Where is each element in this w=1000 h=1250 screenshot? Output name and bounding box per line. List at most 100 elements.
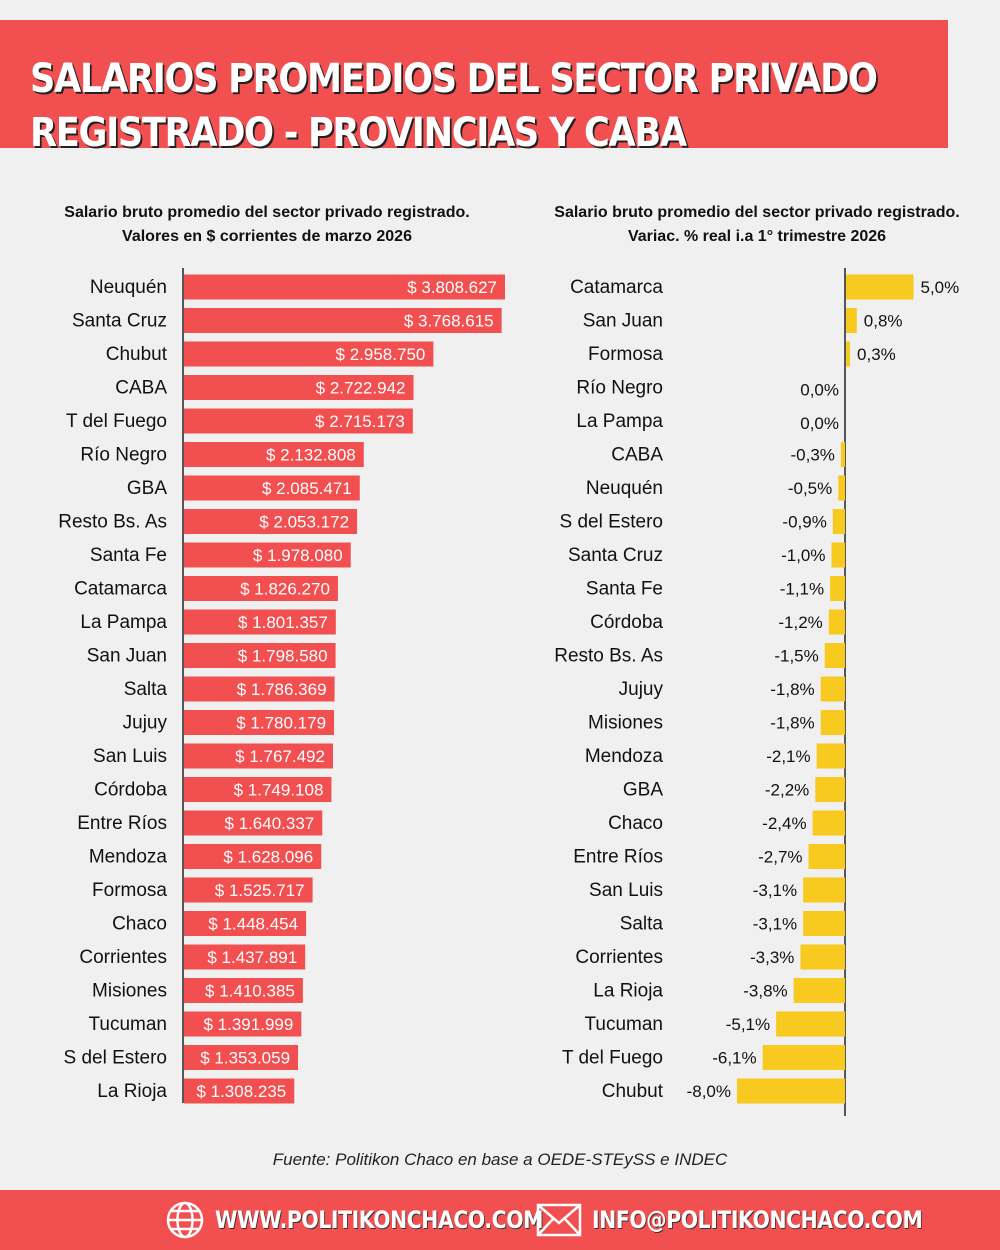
right-bar [803,877,845,903]
right-bar [820,676,845,702]
left-category-label: Córdoba [94,780,167,801]
right-bar [800,944,845,970]
right-value-label: -3,1% [753,915,797,934]
right-value-label: -8,0% [687,1082,731,1101]
left-category-label: Salta [124,679,168,700]
right-bar [830,576,845,601]
left-category-label: Tucuman [89,1014,168,1035]
left-value-label: $ 1.525.717 [215,881,305,900]
right-bar [831,542,845,568]
right-value-label: -2,7% [758,848,802,867]
right-value-label: 0,8% [864,312,903,331]
left-value-label: $ 1.353.059 [200,1049,290,1068]
left-bar [184,1011,302,1037]
left-value-label: $ 1.798.580 [238,647,328,666]
left-category-label: Santa Fe [90,545,167,566]
left-category-label: S del Estero [64,1048,168,1069]
left-value-label: $ 2.085.471 [262,479,352,498]
left-value-label: $ 1.801.357 [238,613,328,632]
left-value-label: $ 2.958.750 [336,345,426,364]
left-value-label: $ 1.780.179 [236,714,326,733]
right-category-label: Chubut [602,1081,664,1102]
right-category-label: La Rioja [593,981,663,1002]
right-value-label: -1,2% [778,613,822,632]
title-line-1: SALARIOS PROMEDIOS DEL SECTOR PRIVADO [30,56,878,102]
right-value-label: -1,8% [770,680,814,699]
right-bar [846,274,914,300]
right-value-label: 0,0% [800,414,839,433]
left-value-label: $ 1.308.235 [196,1082,286,1101]
right-bar [846,341,851,367]
left-category-label: Corrientes [79,947,167,968]
right-category-label: Santa Fe [586,579,663,600]
left-category-label: Chubut [106,344,168,365]
right-bar [803,911,845,936]
left-category-label: Chaco [112,914,167,935]
right-category-label: Jujuy [619,679,664,700]
left-bar [184,308,502,333]
left-category-label: Río Negro [80,445,167,466]
left-bar [184,877,313,903]
left-bar [184,676,335,702]
right-category-label: San Juan [583,311,663,332]
left-bar [184,341,434,367]
right-category-label: Santa Cruz [568,545,663,566]
right-category-label: Catamarca [570,277,663,298]
left-value-label: $ 2.053.172 [259,513,349,532]
right-category-label: CABA [611,445,663,466]
left-value-label: $ 1.437.891 [207,948,297,967]
footer-website-link[interactable]: WWW.POLITIKONCHACO.COM [165,1201,601,1239]
left-category-label: San Luis [93,746,167,767]
left-bar [184,743,333,769]
left-category-label: T del Fuego [66,411,167,432]
right-category-label: Neuquén [586,478,663,499]
right-value-label: -2,2% [765,781,809,800]
right-category-label: Tucuman [585,1014,664,1035]
left-value-label: $ 2.132.808 [266,446,356,465]
left-category-label: CABA [115,378,167,399]
right-bar [838,475,845,501]
right-category-label: Formosa [588,344,663,365]
left-bar [184,944,306,970]
left-value-label: $ 3.768.615 [404,312,494,331]
right-value-label: -3,1% [753,881,797,900]
left-chart-subtitle-line: Valores en $ corrientes de marzo 2026 [122,228,412,245]
right-category-label: Misiones [588,713,663,734]
left-value-label: $ 3.808.627 [407,278,497,297]
right-chart-subtitle-line: Variac. % real i.a 1° trimestre 2026 [627,228,887,245]
right-value-label: -1,1% [780,580,824,599]
right-bar [815,777,845,802]
left-category-label: GBA [127,478,167,499]
right-value-label: -1,5% [774,647,818,666]
right-category-label: Corrientes [575,947,663,968]
right-bar [840,442,845,467]
left-bar [184,810,323,836]
right-bar [816,743,845,769]
left-bar [184,643,336,668]
left-category-label: Entre Ríos [77,813,167,834]
right-category-label: Mendoza [585,746,664,767]
right-value-label: 0,0% [800,381,839,400]
right-bar [808,844,845,869]
right-value-label: 0,3% [857,345,896,364]
right-bar [762,1045,845,1070]
left-chart-title-line: Salario bruto promedio del sector privad… [64,204,470,221]
right-value-label: -1,8% [770,714,814,733]
footer-email-link[interactable]: INFO@POLITIKONCHACO.COM [536,1202,981,1238]
right-bar [737,1078,845,1104]
left-value-label: $ 1.410.385 [205,982,295,1001]
right-category-label: San Luis [589,880,663,901]
left-bar [184,609,336,635]
right-value-label: -0,9% [782,513,826,532]
source-note: Fuente: Politikon Chaco en base a OEDE-S… [272,1150,728,1169]
left-value-label: $ 1.640.337 [224,814,314,833]
envelope-icon [536,1203,582,1237]
right-bar [832,509,845,534]
right-category-label: Córdoba [590,612,663,633]
left-bar [184,911,307,936]
left-value-label: $ 2.715.173 [315,412,405,431]
left-bar [184,710,335,735]
globe-icon [166,1201,204,1239]
footer-email-text: INFO@POLITIKONCHACO.COM [592,1206,923,1234]
